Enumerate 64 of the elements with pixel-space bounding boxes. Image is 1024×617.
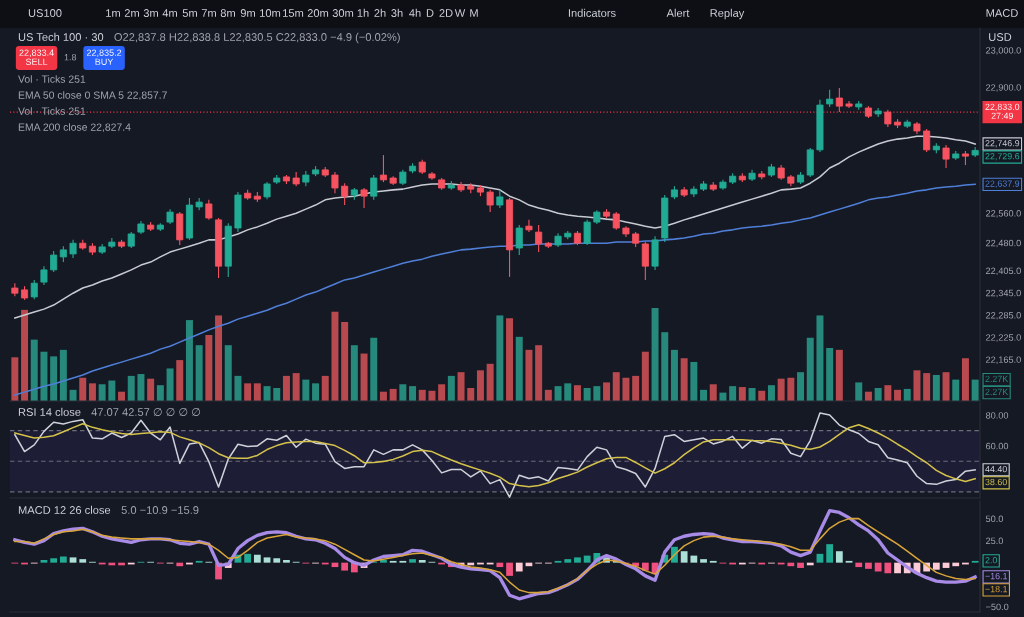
chart-subtitle: 47.07 42.57 ∅ ∅ ∅ ∅ xyxy=(91,407,201,416)
text: 1h xyxy=(357,8,369,17)
y-tick-label: 22,225.0 xyxy=(986,334,1021,342)
text: 3h xyxy=(391,8,403,17)
text: Alert xyxy=(666,8,690,17)
y-tick-label: 60.00 xyxy=(986,442,1009,450)
text: 8m xyxy=(220,9,235,17)
text: 1m xyxy=(106,9,120,17)
chart-title: RSI 14 close xyxy=(18,407,81,416)
y-tick-label: 22,165.0 xyxy=(986,356,1021,365)
y-tick-label: 22,285.0 xyxy=(986,311,1021,320)
annotation: 22,833.4 SELL xyxy=(19,49,54,65)
text: US100 xyxy=(28,9,62,17)
y-tick-label: 22,900.0 xyxy=(986,84,1021,92)
annotation: EMA 50 close 0 SMA 5 22,857.7 xyxy=(18,91,167,101)
text: MACD xyxy=(986,9,1018,17)
annotation: EMA 200 close 22,827.4 xyxy=(18,123,131,133)
text: Indicators xyxy=(568,8,616,17)
data-label: 22,746.9 xyxy=(985,140,1020,148)
text: 15m xyxy=(283,9,304,17)
y-tick-label: 23,000.0 xyxy=(986,47,1021,55)
data-label: 38.60 xyxy=(985,478,1007,486)
text: 5m xyxy=(182,9,197,17)
y-tick-label: 25.0 xyxy=(986,537,1004,545)
data-label: 22,637.9 xyxy=(985,180,1020,188)
text: 2.0 xyxy=(985,557,998,564)
y-tick-label: 80.00 xyxy=(985,412,1009,419)
y-tick-label: 22,480.0 xyxy=(986,239,1021,248)
y-tick-label: −50.0 xyxy=(986,603,1009,611)
text: 4m xyxy=(162,9,177,17)
y-tick-label: 50.0 xyxy=(985,515,1004,523)
text: USD xyxy=(989,33,1012,41)
text: 20m xyxy=(307,9,329,17)
chart-subtitle: O22,837.8 H22,838.8 L22,830.5 C22,833.0 −4.9 (−0.02%) xyxy=(114,32,400,44)
text: 3m xyxy=(143,9,158,17)
text: 2D xyxy=(439,9,453,17)
text: 2.27K xyxy=(985,375,1009,382)
annotation: Vol · Ticks 251 xyxy=(18,75,86,83)
y-tick-label: 22,345.0 xyxy=(986,289,1021,298)
y-tick-label: 22,405.0 xyxy=(986,267,1021,276)
text: 2h xyxy=(374,8,386,17)
data-label: −18.1 xyxy=(985,585,1008,593)
data-label: 44.40 xyxy=(985,465,1007,473)
data-label: −16.1 xyxy=(985,572,1008,580)
text: W xyxy=(454,9,466,17)
text: D xyxy=(426,9,434,17)
annotation: 22,835.2 BUY xyxy=(86,49,122,65)
text: 22,729.6 xyxy=(985,153,1020,161)
text: 9m xyxy=(240,9,255,17)
chart-title: US Tech 100 · 30 xyxy=(18,32,104,41)
text: 4h xyxy=(409,8,421,17)
text: 2.27K xyxy=(985,388,1009,395)
text: 30m xyxy=(332,9,354,17)
text: 2m xyxy=(124,9,139,17)
text: 7m xyxy=(201,9,216,17)
y-tick-label: 22,560.0 xyxy=(986,210,1021,218)
annotation: Vol · Ticks 251 xyxy=(18,107,86,115)
chart-title: MACD 12 26 close xyxy=(18,505,111,514)
chart-subtitle: 5.0 −10.9 −15.9 xyxy=(121,506,199,514)
text: M xyxy=(470,9,478,17)
text: 10m xyxy=(260,9,281,17)
ref-line-label: 22,833.0 27:49 xyxy=(985,103,1020,119)
annotation: 1.8 xyxy=(64,54,77,61)
text: Replay xyxy=(710,8,745,20)
